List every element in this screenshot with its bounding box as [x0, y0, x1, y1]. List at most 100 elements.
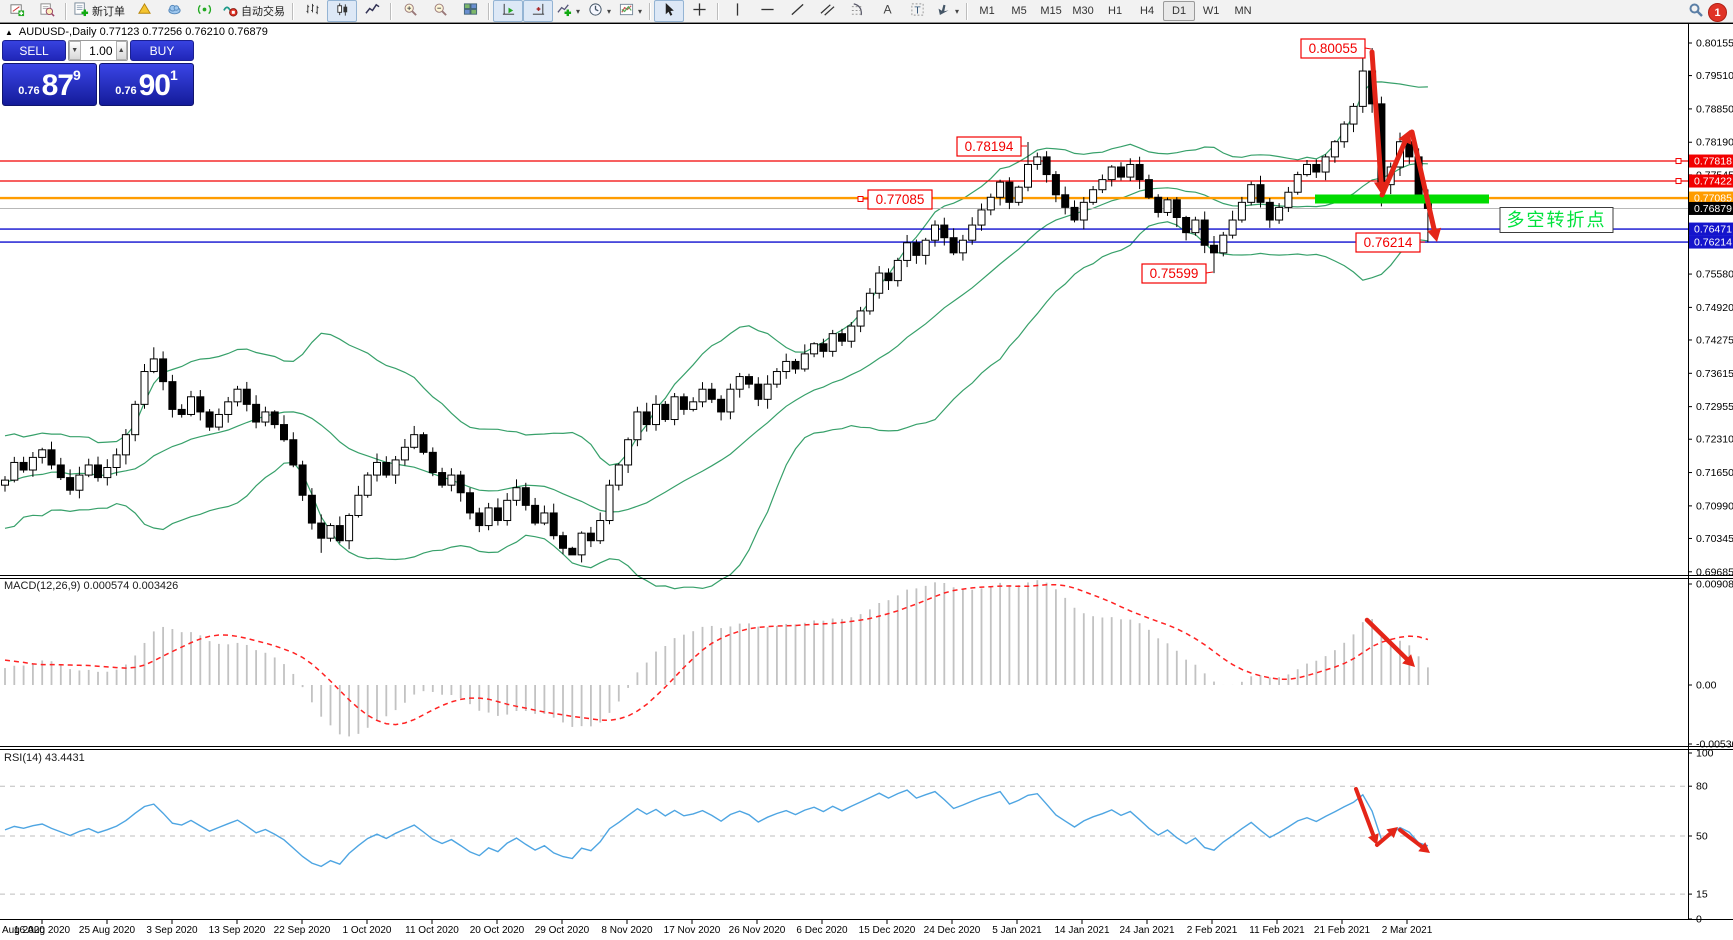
fibonacci-tool-button[interactable] — [842, 0, 872, 22]
candle-body — [1303, 163, 1311, 176]
line-chart-mode-button[interactable] — [357, 0, 387, 22]
preview-icon — [39, 2, 55, 20]
rsi-line — [4, 789, 1429, 868]
templates-button[interactable]: ▾ — [615, 0, 646, 22]
candle-body — [1163, 199, 1172, 213]
buy-button[interactable]: BUY — [130, 40, 194, 61]
candle-body — [363, 474, 372, 496]
candle-body — [149, 358, 158, 373]
note-text: 多空转折点 — [1507, 210, 1607, 230]
timeframe-H1[interactable]: H1 — [1108, 5, 1123, 17]
market-watch-button[interactable] — [159, 0, 189, 22]
date-label: 15 Dec 2020 — [859, 925, 916, 936]
text-tool-button[interactable]: A — [872, 0, 902, 22]
sell-price-big: 87 — [41, 69, 74, 102]
new-chart-button[interactable] — [2, 0, 32, 22]
candle-body — [977, 209, 986, 226]
candle-body — [745, 376, 753, 385]
candle-body — [1191, 219, 1200, 234]
date-label: Aug 2020 — [2, 925, 45, 936]
axis-tick-label: 80 — [1696, 781, 1708, 793]
candle-body — [1024, 163, 1032, 188]
zoom-in-button[interactable] — [395, 0, 425, 22]
indicators-list-button[interactable]: ▾ — [553, 0, 584, 22]
timeframe-M5[interactable]: M5 — [1011, 5, 1027, 17]
axis-tick-label: 0.00 — [1696, 680, 1717, 692]
candle-body — [707, 388, 716, 400]
timeframe-M30[interactable]: M30 — [1072, 5, 1094, 17]
annotation-text: 0.76214 — [1364, 235, 1413, 250]
crosshair-button[interactable] — [684, 0, 714, 22]
horizontal-line-tool-button[interactable] — [752, 0, 782, 22]
vertical-line-tool-button[interactable] — [722, 0, 752, 22]
candle-body — [735, 376, 744, 390]
search-icon[interactable] — [1688, 2, 1704, 23]
candle-body — [140, 371, 149, 405]
periods-button[interactable]: ▾ — [584, 0, 615, 22]
volume-input[interactable] — [80, 41, 116, 60]
axis-tick-label: 15 — [1696, 889, 1708, 901]
cursor-button[interactable] — [654, 0, 685, 22]
sell-button[interactable]: SELL — [2, 40, 66, 61]
trend-arrow-head — [1402, 654, 1415, 667]
navigator-button[interactable] — [129, 0, 159, 22]
trend-arrow-head — [1418, 842, 1430, 853]
new-order-icon — [74, 2, 89, 20]
svg-text:A: A — [883, 3, 892, 17]
new-order-button[interactable]: 新订单 — [70, 0, 129, 22]
date-label: 5 Jan 2021 — [992, 925, 1042, 936]
zoom-out-button[interactable] — [425, 0, 455, 22]
timeframe-MN[interactable]: MN — [1234, 5, 1252, 17]
timeframe-D1[interactable]: D1 — [1163, 1, 1196, 21]
chart-shift-button[interactable] — [523, 0, 553, 22]
candle-body — [1330, 141, 1339, 158]
candle-body — [661, 403, 670, 421]
auto-scroll-button[interactable] — [493, 0, 523, 22]
volume-stepper: ▼ ▲ — [68, 40, 128, 61]
candle-body — [1172, 199, 1181, 218]
volume-increase-button[interactable]: ▲ — [115, 41, 127, 60]
candle-body — [1358, 70, 1367, 107]
axis-tick-label: -0.005306 — [1696, 739, 1733, 751]
price-tag — [1689, 154, 1733, 168]
trendline-tool-button[interactable] — [782, 0, 812, 22]
candle-body — [1061, 194, 1070, 208]
timeframe-M15[interactable]: M15 — [1040, 5, 1062, 17]
candle-body — [1070, 206, 1079, 221]
cursor-icon — [662, 2, 677, 20]
arrows-tool-caret-icon[interactable]: ▾ — [955, 6, 960, 16]
chart-preview-button[interactable] — [32, 0, 62, 22]
timeframe-M1[interactable]: M1 — [979, 5, 995, 17]
candle-body — [1135, 163, 1144, 181]
channel-tool-button[interactable] — [812, 0, 842, 22]
toolbar-separator — [390, 2, 392, 20]
volume-decrease-button[interactable]: ▼ — [69, 41, 81, 60]
candle-body — [326, 525, 335, 539]
annotation-marker — [857, 196, 864, 202]
timeframe-H4[interactable]: H4 — [1140, 5, 1155, 17]
candle-body — [1014, 186, 1023, 203]
collapse-panel-icon[interactable]: ▲ — [5, 27, 13, 37]
tile-windows-button[interactable] — [455, 0, 485, 22]
templates-caret-icon[interactable]: ▾ — [638, 6, 643, 16]
buy-price-display[interactable]: 0.76 90 1 — [99, 63, 194, 106]
timeframe-W1[interactable]: W1 — [1202, 5, 1220, 17]
candle-body — [679, 396, 688, 410]
candle-body — [94, 464, 102, 479]
arrows-tool-button[interactable]: ▾ — [932, 0, 963, 22]
date-label: 21 Feb 2021 — [1314, 925, 1371, 936]
candle-chart-mode-button[interactable] — [327, 0, 357, 22]
indicators-list-caret-icon[interactable]: ▾ — [576, 6, 581, 16]
label-tool-button[interactable]: T — [902, 0, 932, 22]
notification-badge[interactable]: 1 — [1708, 3, 1727, 22]
signals-button[interactable] — [189, 0, 219, 22]
candle-body — [307, 494, 316, 524]
price-tag — [1689, 235, 1733, 249]
sell-price-display[interactable]: 0.76 87 9 — [2, 63, 97, 106]
bar-chart-mode-button[interactable] — [297, 0, 327, 22]
auto-trading-button[interactable]: 自动交易 — [219, 0, 289, 22]
periods-caret-icon[interactable]: ▾ — [607, 6, 612, 16]
macd-indicator-label: MACD(12,26,9) 0.000574 0.003426 — [4, 580, 179, 592]
candle-body — [1312, 163, 1321, 173]
